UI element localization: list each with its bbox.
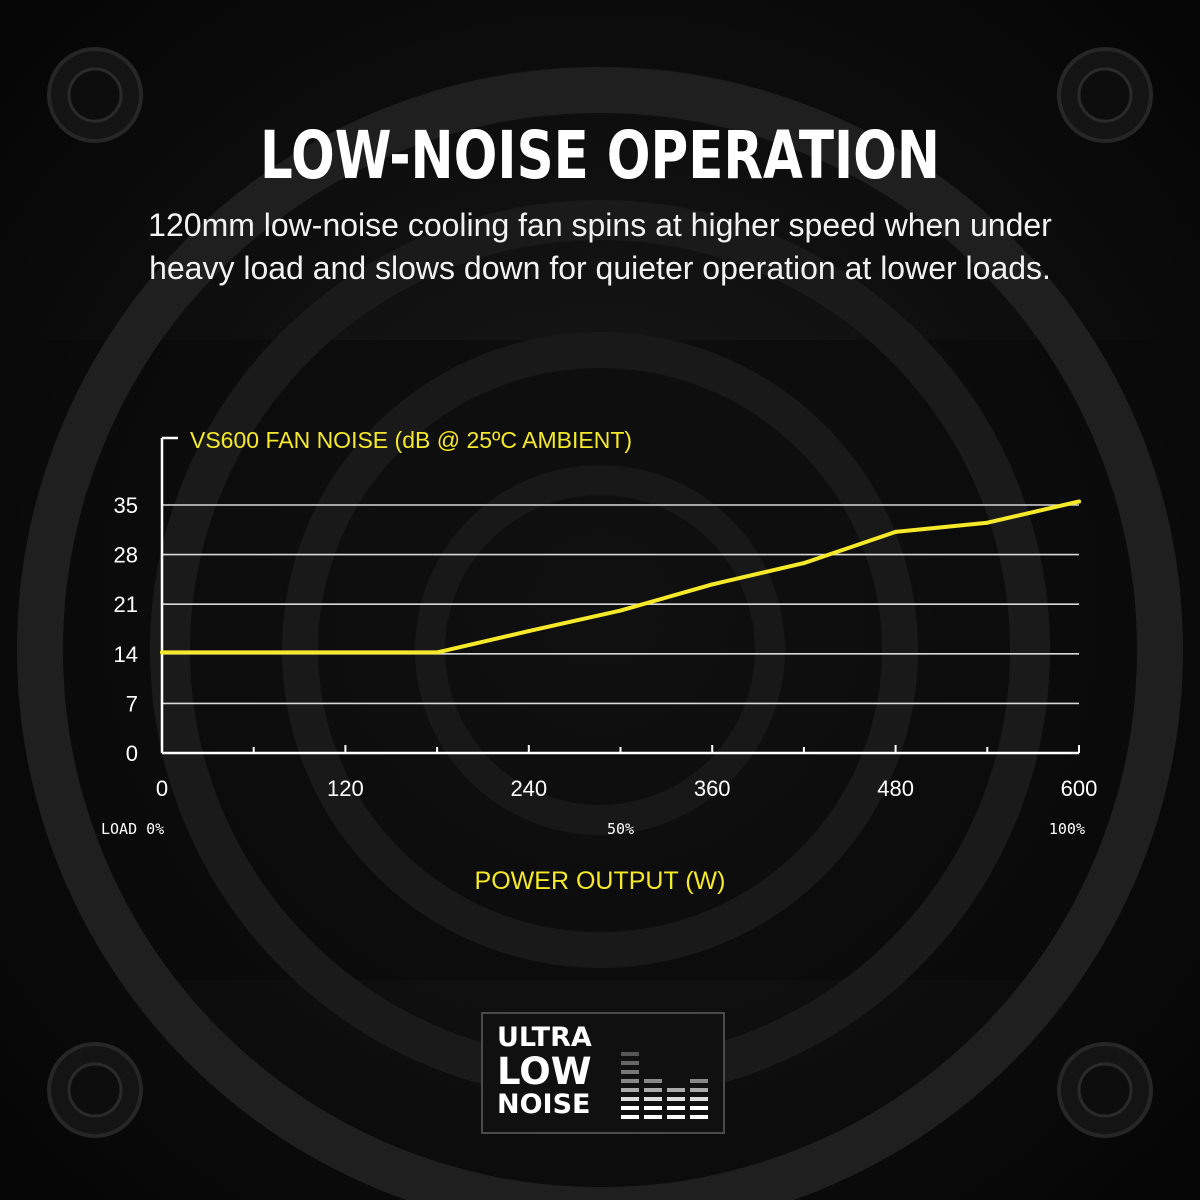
series-layer	[160, 499, 1081, 655]
load-percent-label: LOAD 0%	[101, 820, 164, 838]
load-percent-label: 100%	[1049, 820, 1085, 838]
fan-noise-line	[160, 499, 1081, 655]
data-point	[801, 561, 806, 566]
page-title: LOW-NOISE OPERATION	[259, 117, 940, 194]
ultra-low-noise-badge: ULTRA LOW NOISE	[481, 1012, 725, 1134]
x-tick-label: 0	[156, 776, 168, 801]
data-point	[710, 582, 715, 587]
y-tick-label: 14	[114, 642, 138, 667]
data-point	[526, 629, 531, 634]
data-point	[985, 520, 990, 525]
x-tick-label: 360	[694, 776, 731, 801]
badge-line-noise: NOISE	[497, 1089, 591, 1120]
data-point	[1077, 499, 1081, 504]
x-tick-label: 600	[1061, 776, 1098, 801]
screw-bottom-left-icon	[47, 1042, 143, 1138]
volume-meter-icon	[621, 1052, 708, 1119]
badge-line-low: LOW	[497, 1050, 592, 1093]
grid-lines	[162, 504, 1079, 705]
chart-title: VS600 FAN NOISE (dB @ 25ºC AMBIENT)	[190, 427, 632, 453]
screw-bottom-right-icon	[1057, 1042, 1153, 1138]
x-axis-label: POWER OUTPUT (W)	[475, 867, 726, 895]
page-subtitle: 120mm low-noise cooling fan spins at hig…	[100, 204, 1100, 290]
badge-text: ULTRA LOW NOISE	[497, 1024, 592, 1118]
tick-labels: 0 7 14 21 28 35 0 120 240 360 480 600 LOAD 0% 50% 100%	[101, 493, 1097, 838]
data-point	[435, 650, 440, 655]
badge-line-ultra: ULTRA	[497, 1022, 592, 1053]
data-point	[893, 529, 898, 534]
y-tick-label: 35	[114, 493, 138, 518]
axes	[160, 436, 1080, 755]
data-point	[618, 608, 623, 613]
subtitle-line-2: heavy load and slows down for quieter op…	[149, 250, 1051, 286]
screw-top-left-icon	[47, 47, 143, 143]
fan-noise-chart: 0 7 14 21 28 35 0 120 240 360 480 600 LOAD 0% 50% 100%…	[101, 427, 1097, 895]
screw-top-right-icon	[1057, 47, 1153, 143]
y-tick-label: 0	[126, 741, 138, 766]
y-tick-label: 7	[126, 691, 138, 716]
x-tick-label: 480	[877, 776, 914, 801]
y-tick-label: 21	[114, 592, 138, 617]
data-point	[160, 650, 164, 655]
load-percent-label: 50%	[607, 820, 634, 838]
subtitle-line-1: 120mm low-noise cooling fan spins at hig…	[148, 207, 1052, 243]
x-tick-label: 120	[327, 776, 364, 801]
x-tick-label: 240	[510, 776, 547, 801]
y-tick-label: 28	[114, 543, 138, 568]
